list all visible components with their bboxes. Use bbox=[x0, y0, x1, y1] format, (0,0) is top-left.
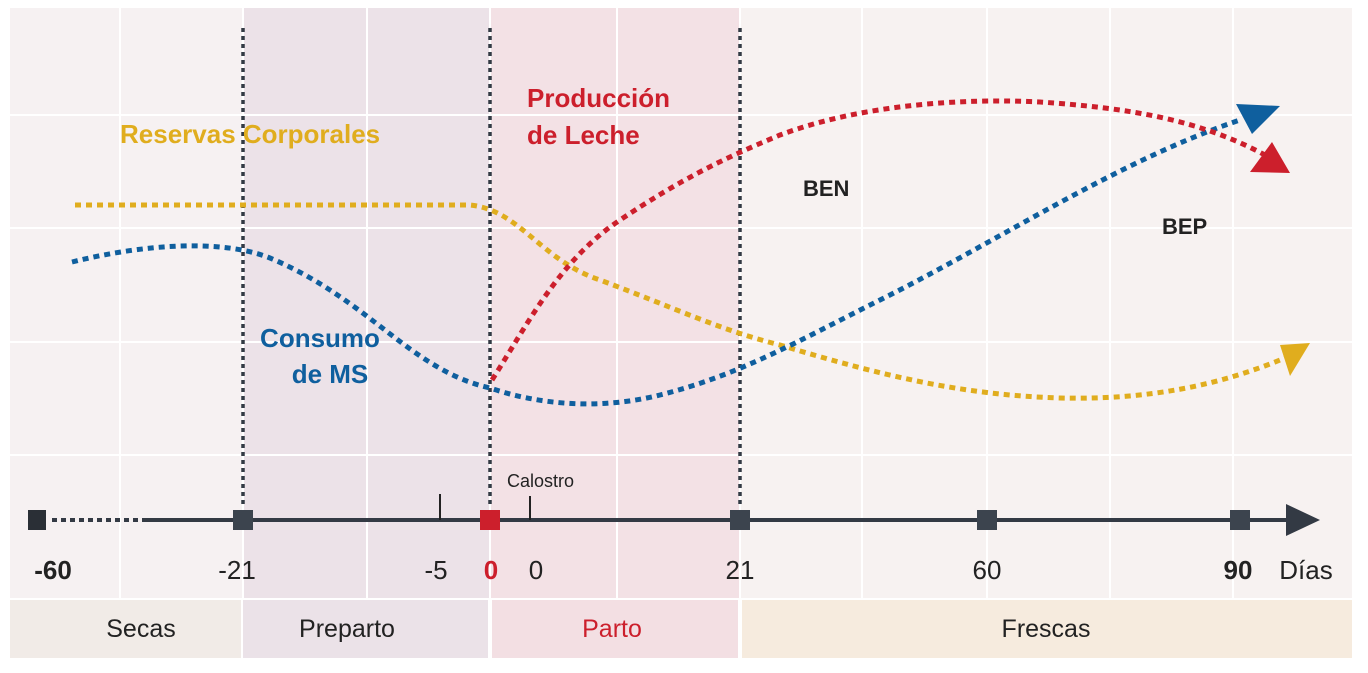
consumo-curve bbox=[71, 117, 1241, 407]
reservas-label: Reservas Corporales bbox=[120, 119, 380, 149]
frescas-band bbox=[740, 8, 1352, 598]
produccion-arrow-icon bbox=[1250, 142, 1290, 173]
parto-band bbox=[490, 8, 740, 598]
tick-label: 60 bbox=[973, 555, 1002, 585]
axis-arrow-icon bbox=[1286, 504, 1320, 536]
tick-label: 21 bbox=[726, 555, 755, 585]
consumo-label-2: de MS bbox=[292, 359, 369, 389]
bep-label: BEP bbox=[1162, 214, 1207, 239]
tick-label: 90 bbox=[1224, 555, 1253, 585]
tick-label: -60 bbox=[34, 555, 72, 585]
marker-90 bbox=[1230, 510, 1250, 530]
marker-60 bbox=[977, 510, 997, 530]
tick-label: -21 bbox=[218, 555, 256, 585]
tick-label: -5 bbox=[424, 555, 447, 585]
phase-secas-bg bbox=[10, 600, 241, 658]
phase-parto-bg bbox=[492, 600, 738, 658]
phase-dividers bbox=[241, 28, 742, 508]
marker-minus60 bbox=[28, 510, 46, 530]
produccion-label-2: de Leche bbox=[527, 120, 640, 150]
phase-secas: Secas bbox=[106, 615, 175, 643]
consumo-label-1: Consumo bbox=[260, 323, 380, 353]
phase-preparto-bg bbox=[243, 600, 488, 658]
phase-frescas-bg bbox=[742, 600, 1352, 658]
produccion-label-1: Producción bbox=[527, 83, 670, 113]
tick-label: 0 bbox=[529, 555, 543, 585]
reservas-curve bbox=[75, 202, 1286, 401]
reservas-arrow-icon bbox=[1280, 343, 1310, 376]
phase-frescas: Frescas bbox=[1002, 615, 1091, 643]
phase-preparto: Preparto bbox=[299, 615, 395, 643]
tick-label: 0 bbox=[484, 555, 498, 585]
calostro-label: Calostro bbox=[507, 471, 574, 491]
axis-unit: Días bbox=[1279, 555, 1332, 585]
phase-parto: Parto bbox=[582, 615, 642, 643]
ben-label: BEN bbox=[803, 176, 849, 201]
consumo-arrow-icon bbox=[1236, 104, 1280, 134]
marker-21 bbox=[730, 510, 750, 530]
produccion-curve bbox=[489, 98, 1267, 382]
marker-0 bbox=[480, 510, 500, 530]
marker-minus21 bbox=[233, 510, 253, 530]
